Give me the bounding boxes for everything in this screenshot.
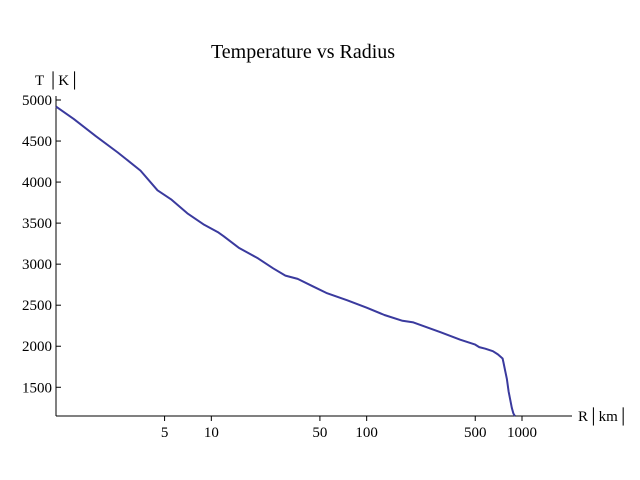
y-axis-label: T │K│: [35, 71, 80, 90]
y-tick-label: 4000: [22, 175, 52, 191]
x-tick-label: 10: [204, 425, 219, 441]
y-tick-label: 3000: [22, 257, 52, 273]
y-tick-label: 2000: [22, 339, 52, 355]
y-tick-label: 3500: [22, 216, 52, 232]
x-tick-label: 500: [464, 425, 487, 441]
y-ticks: 1500 2000 2500 3000 3500 4000 4500 5000: [22, 93, 61, 396]
x-tick-label: 5: [161, 425, 169, 441]
series-line: [55, 105, 516, 417]
x-tick-label: 50: [312, 425, 327, 441]
x-tick-label: 1000: [507, 425, 537, 441]
chart-title: Temperature vs Radius: [211, 41, 395, 63]
y-tick-label: 1500: [22, 380, 52, 396]
x-tick-label: 100: [355, 425, 378, 441]
y-tick-label: 4500: [22, 134, 52, 150]
x-axis-label: R│km│: [578, 407, 628, 426]
y-tick-label: 5000: [22, 93, 52, 109]
series-group: [55, 105, 516, 417]
y-tick-label: 2500: [22, 298, 52, 314]
x-ticks: 5 10 50 100 500 1000: [161, 416, 537, 441]
